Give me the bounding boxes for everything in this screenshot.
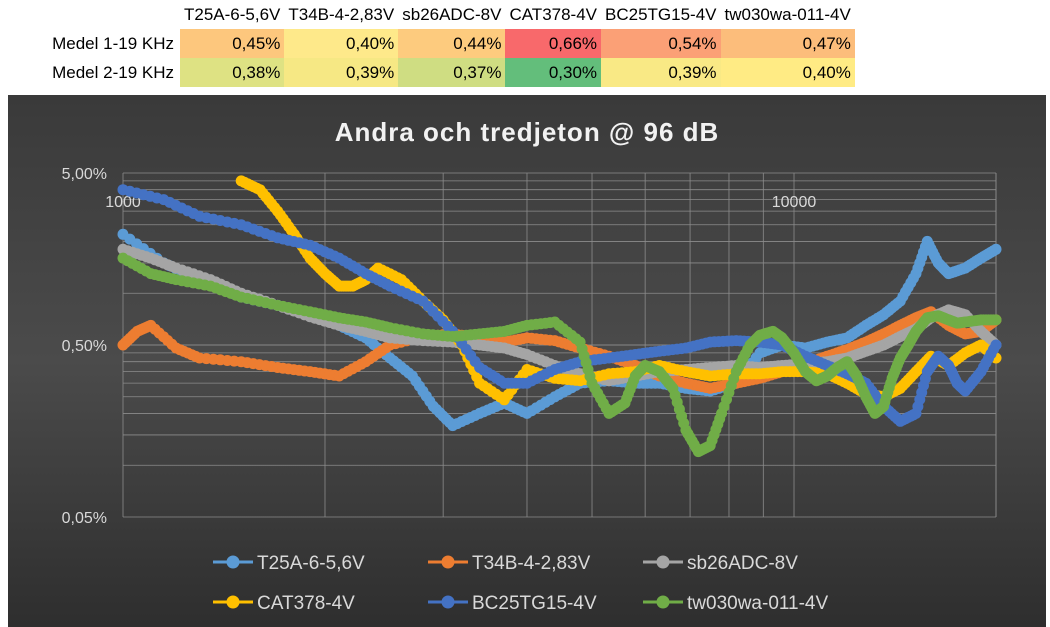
chart-title: Andra och tredjeton @ 96 dB — [335, 117, 720, 147]
legend-label: CAT378-4V — [257, 593, 355, 614]
column-header: T34B-4-2,83V — [284, 0, 399, 29]
x-tick-label: 1000 — [105, 194, 141, 211]
column-header: tw030wa-011-4V — [720, 0, 855, 29]
legend-marker — [441, 555, 455, 569]
column-header: BC25TG15-4V — [601, 0, 721, 29]
series-layer — [117, 175, 1002, 458]
legend-marker — [656, 595, 670, 609]
summary-row-medel-1: Medel 1-19 KHz 0,45% 0,40% 0,44% 0,66% 0… — [0, 29, 855, 58]
legend: T25A-6-5,6V T34B-4-2,83V sb26ADC-8V CAT378-… — [213, 553, 829, 614]
value-cell: 0,44% — [398, 29, 506, 58]
x-tick-label: 10000 — [772, 194, 817, 211]
legend-marker — [226, 595, 240, 609]
data-point — [990, 339, 1002, 351]
column-header: sb26ADC-8V — [398, 0, 506, 29]
legend-item: sb26ADC-8V — [643, 553, 798, 574]
summary-table: T25A-6-5,6V T34B-4-2,83V sb26ADC-8V CAT3… — [0, 0, 855, 87]
value-cell: 0,39% — [601, 58, 721, 87]
legend-marker — [226, 555, 240, 569]
value-cell: 0,40% — [284, 29, 399, 58]
data-point — [990, 314, 1002, 326]
distortion-chart: Andra och tredjeton @ 96 dB 5,00% 0,50% 0,… — [8, 95, 1046, 627]
value-cell: 0,54% — [601, 29, 721, 58]
legend-item: T34B-4-2,83V — [428, 553, 591, 574]
legend-label: tw030wa-011-4V — [687, 593, 829, 614]
legend-marker — [656, 555, 670, 569]
summary-header-row: T25A-6-5,6V T34B-4-2,83V sb26ADC-8V CAT3… — [0, 0, 855, 29]
legend-label: sb26ADC-8V — [687, 553, 798, 574]
value-cell: 0,45% — [180, 29, 285, 58]
summary-row-medel-2: Medel 2-19 KHz 0,38% 0,39% 0,37% 0,30% 0… — [0, 58, 855, 87]
value-cell: 0,40% — [720, 58, 855, 87]
value-cell: 0,66% — [505, 29, 602, 58]
y-tick-label: 0,50% — [62, 338, 107, 355]
legend-label: BC25TG15-4V — [472, 593, 597, 614]
legend-item: BC25TG15-4V — [428, 593, 597, 614]
column-header: CAT378-4V — [505, 0, 602, 29]
row-label: Medel 1-19 KHz — [0, 29, 180, 58]
y-tick-label: 5,00% — [62, 166, 107, 183]
legend-item: T25A-6-5,6V — [213, 553, 365, 574]
legend-item: CAT378-4V — [213, 593, 355, 614]
value-cell: 0,47% — [720, 29, 855, 58]
value-cell: 0,39% — [284, 58, 399, 87]
chart-svg: Andra och tredjeton @ 96 dB 5,00% 0,50% 0,… — [8, 95, 1046, 627]
legend-marker — [441, 595, 455, 609]
row-label: Medel 2-19 KHz — [0, 58, 180, 87]
summary-corner — [0, 0, 180, 29]
series-5 — [117, 252, 1002, 458]
value-cell: 0,38% — [180, 58, 285, 87]
value-cell: 0,30% — [505, 58, 602, 87]
value-cell: 0,37% — [398, 58, 506, 87]
y-tick-label: 0,05% — [62, 510, 107, 527]
axis-labels: 5,00% 0,50% 0,05% 1000 10000 — [62, 166, 817, 527]
legend-label: T34B-4-2,83V — [472, 553, 591, 574]
column-header: T25A-6-5,6V — [180, 0, 285, 29]
data-point — [990, 243, 1002, 255]
legend-label: T25A-6-5,6V — [257, 553, 365, 574]
legend-item: tw030wa-011-4V — [643, 593, 829, 614]
